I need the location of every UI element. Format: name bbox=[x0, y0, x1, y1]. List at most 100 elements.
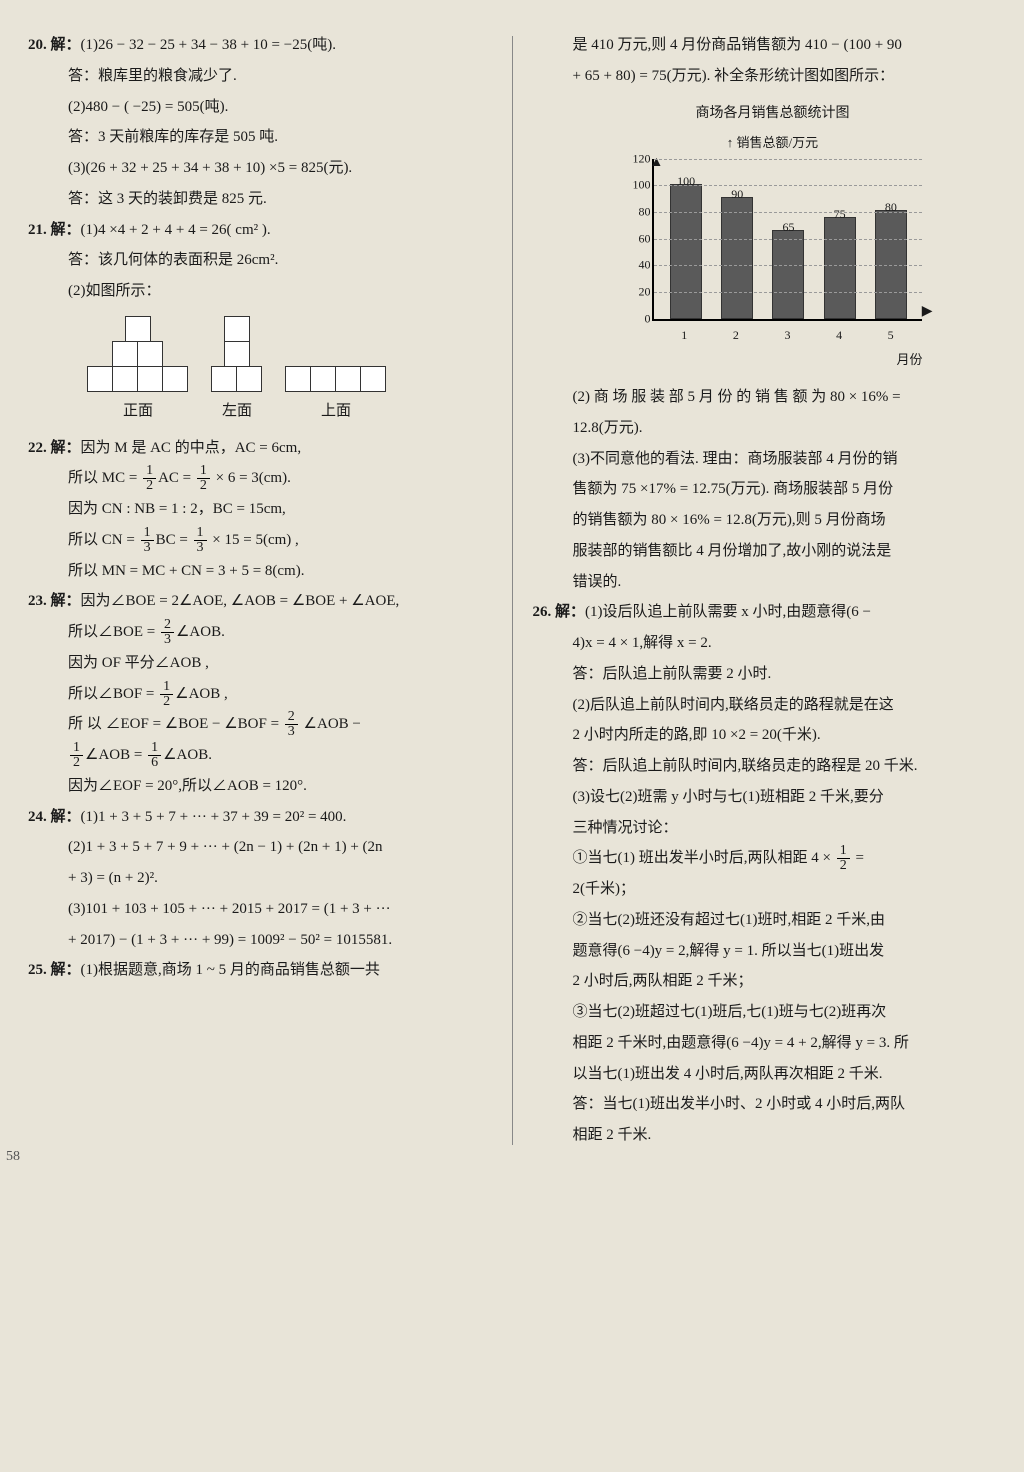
bar-value-label: 65 bbox=[782, 215, 794, 240]
grid-line bbox=[654, 159, 922, 160]
q26-9b: = bbox=[852, 850, 864, 866]
r4: 12.8(万元). bbox=[532, 413, 996, 444]
r9: 错误的. bbox=[532, 567, 996, 598]
q25-head: 25. 解： bbox=[28, 962, 81, 978]
q23-5b: ∠AOB − bbox=[300, 716, 361, 732]
frac-1-2b: 12 bbox=[197, 464, 210, 493]
bar-value-label: 75 bbox=[834, 202, 846, 227]
y-tick: 100 bbox=[624, 173, 650, 198]
q22-2a: 所以 MC = bbox=[68, 470, 141, 486]
frac-1-2a: 12 bbox=[143, 464, 156, 493]
q26-l13: 2 小时后,两队相距 2 千米； bbox=[532, 966, 996, 997]
page-number: 58 bbox=[6, 1149, 20, 1165]
q25-l1: 25. 解：(1)根据题意,商场 1 ~ 5 月的商品销售总额一共 bbox=[28, 955, 492, 986]
top-view: 上面 bbox=[286, 367, 386, 427]
q23-head: 23. 解： bbox=[28, 593, 81, 609]
right-column: 是 410 万元,则 4 月份商品销售额为 410 − (100 + 90 + … bbox=[520, 30, 996, 1151]
q23-4b: ∠AOB , bbox=[175, 686, 228, 702]
q20-l5: (3)(26 + 32 + 25 + 34 + 38 + 10) ×5 = 82… bbox=[28, 153, 492, 184]
bar-value-label: 80 bbox=[885, 195, 897, 220]
x-axis-label: 月份 bbox=[652, 347, 922, 374]
q23-l1: 23. 解：因为∠BOE = 2∠AOE, ∠AOB = ∠BOE + ∠AOE… bbox=[28, 586, 492, 617]
q26-9a: ①当七(1) 班出发半小时后,两队相距 4 × bbox=[572, 850, 834, 866]
column-divider bbox=[512, 36, 513, 1145]
q26-l3: 答：后队追上前队需要 2 小时. bbox=[532, 659, 996, 690]
q22-l3: 因为 CN : NB = 1 : 2，BC = 15cm, bbox=[28, 494, 492, 525]
q22-t1: 因为 M 是 AC 的中点，AC = 6cm, bbox=[81, 440, 302, 456]
q26-l18: 相距 2 千米. bbox=[532, 1120, 996, 1151]
q23-l7: 因为∠EOF = 20°,所以∠AOB = 120°. bbox=[28, 771, 492, 802]
q26-l11: ②当七(2)班还没有超过七(1)班时,相距 2 千米,由 bbox=[532, 905, 996, 936]
y-tick: 0 bbox=[624, 307, 650, 332]
y-tick: 20 bbox=[624, 280, 650, 305]
q26-head: 26. 解： bbox=[532, 604, 585, 620]
label-left: 左面 bbox=[222, 396, 252, 427]
q23-l6: 12∠AOB = 16∠AOB. bbox=[28, 740, 492, 771]
q23-4a: 所以∠BOF = bbox=[68, 686, 158, 702]
q22-2b: AC = bbox=[158, 470, 195, 486]
q26-l6: 答：后队追上前队时间内,联络员走的路程是 20 千米. bbox=[532, 751, 996, 782]
q23-l5: 所 以 ∠EOF = ∠BOE − ∠BOF = 23 ∠AOB − bbox=[28, 709, 492, 740]
q23-2b: ∠AOB. bbox=[176, 624, 225, 640]
q22-head: 22. 解： bbox=[28, 440, 81, 456]
y-tick: 40 bbox=[624, 253, 650, 278]
q26-l14: ③当七(2)班超过七(1)班后,七(1)班与七(2)班再次 bbox=[532, 997, 996, 1028]
bar: 90 bbox=[721, 197, 753, 319]
q23-l4: 所以∠BOF = 12∠AOB , bbox=[28, 679, 492, 710]
bar: 100 bbox=[670, 184, 702, 319]
r5: (3)不同意他的看法. 理由：商场服装部 4 月份的销 bbox=[532, 444, 996, 475]
q21-l2: 答：该几何体的表面积是 26cm². bbox=[28, 245, 492, 276]
q22-l1: 22. 解：因为 M 是 AC 的中点，AC = 6cm, bbox=[28, 433, 492, 464]
chart-sub-text: 销售总额/万元 bbox=[737, 135, 819, 150]
q21-t1: (1)4 ×4 + 2 + 4 + 4 = 26( cm² ). bbox=[81, 222, 271, 238]
left-view: 左面 bbox=[212, 317, 262, 427]
grid-line bbox=[654, 292, 922, 293]
q20-l6: 答：这 3 天的装卸费是 825 元. bbox=[28, 184, 492, 215]
q26-l16: 以当七(1)班出发 4 小时后,两队再次相距 2 千米. bbox=[532, 1059, 996, 1090]
q23-t1: 因为∠BOE = 2∠AOE, ∠AOB = ∠BOE + ∠AOE, bbox=[81, 593, 400, 609]
r8: 服装部的销售额比 4 月份增加了,故小刚的说法是 bbox=[532, 536, 996, 567]
q21-head: 21. 解： bbox=[28, 222, 81, 238]
q24-l1: 24. 解：(1)1 + 3 + 5 + 7 + ··· + 37 + 39 =… bbox=[28, 802, 492, 833]
x-tick: 2 bbox=[733, 323, 739, 348]
bar-value-label: 100 bbox=[677, 169, 695, 194]
q22-4b: BC = bbox=[156, 532, 192, 548]
q26-l2: 4)x = 4 × 1,解得 x = 2. bbox=[532, 628, 996, 659]
x-ticks: 12345 bbox=[652, 321, 922, 348]
bar: 75 bbox=[824, 217, 856, 319]
q24-t1: (1)1 + 3 + 5 + 7 + ··· + 37 + 39 = 20² =… bbox=[81, 809, 347, 825]
grid-line bbox=[654, 185, 922, 186]
frac-1-2e: 12 bbox=[837, 844, 850, 873]
q22-l4: 所以 CN = 13BC = 13 × 15 = 5(cm) , bbox=[28, 525, 492, 556]
q26-l8: 三种情况讨论： bbox=[532, 813, 996, 844]
q23-6b: ∠AOB = bbox=[85, 747, 146, 763]
q26-l1: 26. 解：(1)设后队追上前队需要 x 小时,由题意得(6 − bbox=[532, 597, 996, 628]
q21-l1: 21. 解：(1)4 ×4 + 2 + 4 + 4 = 26( cm² ). bbox=[28, 215, 492, 246]
q21-diagram: 正面 左面 上面 bbox=[28, 317, 492, 427]
q23-l2: 所以∠BOE = 23∠AOB. bbox=[28, 617, 492, 648]
q24-l3: + 3) = (n + 2)². bbox=[28, 863, 492, 894]
q22-4a: 所以 CN = bbox=[68, 532, 139, 548]
q20-l3: (2)480 − ( −25) = 505(吨). bbox=[28, 92, 492, 123]
q26-l15: 相距 2 千米时,由题意得(6 −4)y = 4 + 2,解得 y = 3. 所 bbox=[532, 1028, 996, 1059]
label-top: 上面 bbox=[321, 396, 351, 427]
q20-t1: (1)26 − 32 − 25 + 34 − 38 + 10 = −25(吨). bbox=[81, 37, 336, 53]
frac-2-3b: 23 bbox=[285, 710, 298, 739]
y-tick: 120 bbox=[624, 147, 650, 172]
frac-2-3a: 23 bbox=[161, 618, 174, 647]
q26-l9: ①当七(1) 班出发半小时后,两队相距 4 × 12 = bbox=[532, 843, 996, 874]
page: 20. 解：(1)26 − 32 − 25 + 34 − 38 + 10 = −… bbox=[0, 0, 1024, 1171]
x-tick: 4 bbox=[836, 323, 842, 348]
q24-l5: + 2017) − (1 + 3 + ··· + 99) = 1009² − 5… bbox=[28, 925, 492, 956]
frac-1-2d: 12 bbox=[70, 741, 83, 770]
q26-l4: (2)后队追上前队时间内,联络员走的路程就是在这 bbox=[532, 690, 996, 721]
q20-l1: 20. 解：(1)26 − 32 − 25 + 34 − 38 + 10 = −… bbox=[28, 30, 492, 61]
x-tick: 1 bbox=[681, 323, 687, 348]
y-tick: 80 bbox=[624, 200, 650, 225]
q20-l2: 答：粮库里的粮食减少了. bbox=[28, 61, 492, 92]
q22-l5: 所以 MN = MC + CN = 3 + 5 = 8(cm). bbox=[28, 556, 492, 587]
x-tick: 5 bbox=[888, 323, 894, 348]
q22-4c: × 15 = 5(cm) , bbox=[209, 532, 299, 548]
r7: 的销售额为 80 × 16% = 12.8(万元),则 5 月份商场 bbox=[532, 505, 996, 536]
r1: 是 410 万元,则 4 月份商品销售额为 410 − (100 + 90 bbox=[532, 30, 996, 61]
